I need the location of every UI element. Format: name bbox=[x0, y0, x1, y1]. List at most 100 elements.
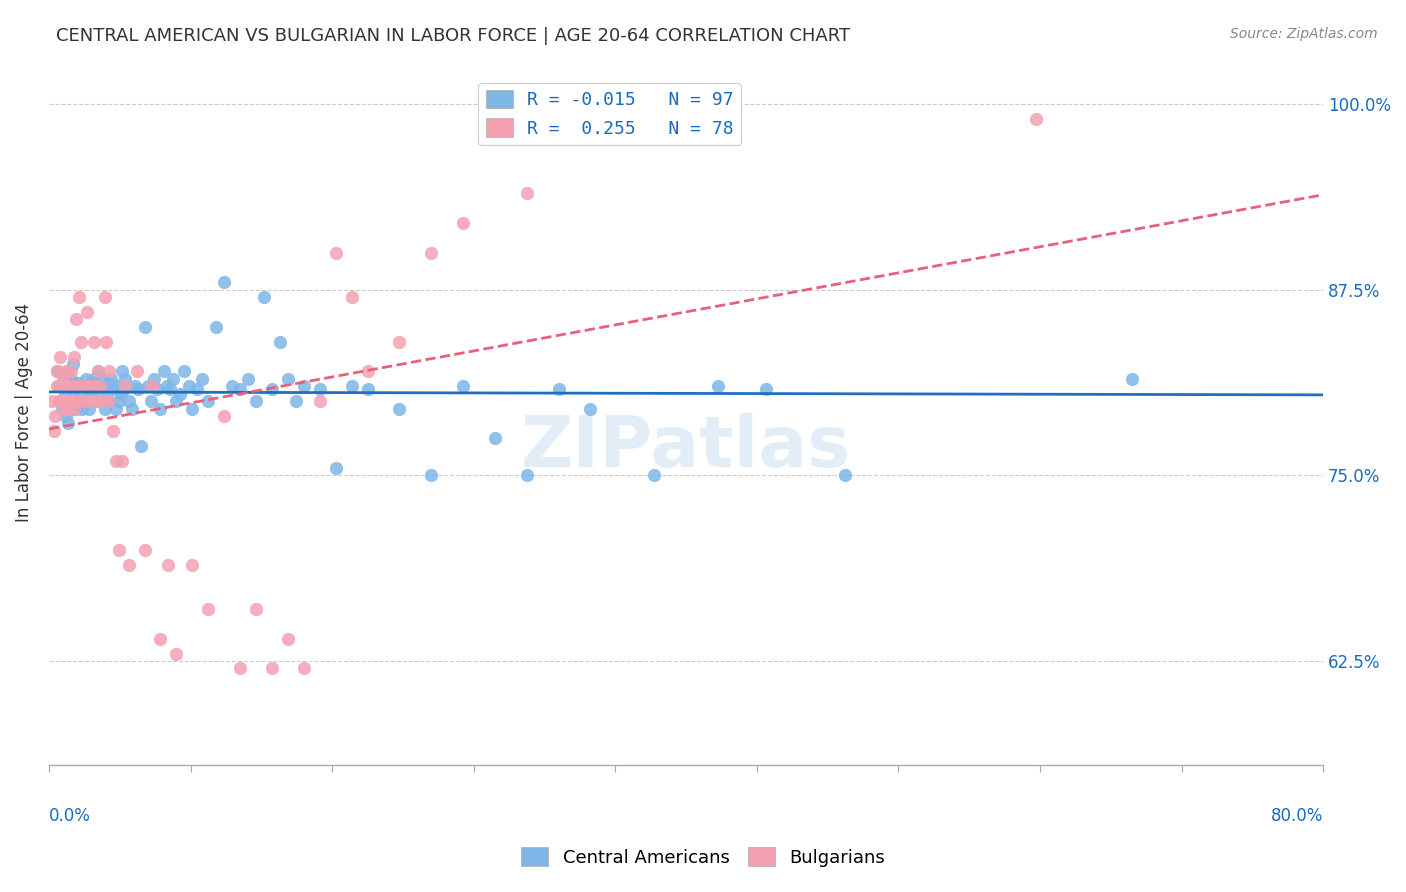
Point bbox=[42, 424, 65, 438]
Point bbox=[451, 216, 474, 230]
Point bbox=[245, 602, 267, 616]
Point bbox=[59, 379, 82, 393]
Point bbox=[212, 276, 235, 290]
Point bbox=[117, 394, 139, 409]
Point bbox=[114, 372, 136, 386]
Y-axis label: In Labor Force | Age 20-64: In Labor Force | Age 20-64 bbox=[15, 302, 32, 522]
Point bbox=[59, 394, 82, 409]
Point bbox=[245, 394, 267, 409]
Point bbox=[60, 372, 83, 386]
Point bbox=[63, 382, 86, 396]
Point bbox=[75, 379, 97, 393]
Point bbox=[143, 372, 166, 386]
Point bbox=[80, 376, 103, 391]
Point bbox=[420, 245, 443, 260]
Point bbox=[76, 305, 98, 319]
Point bbox=[62, 357, 84, 371]
Point bbox=[340, 290, 363, 304]
Point bbox=[100, 372, 122, 386]
Point bbox=[139, 394, 162, 409]
Point bbox=[108, 542, 131, 557]
Point bbox=[149, 401, 172, 416]
Point bbox=[59, 379, 82, 393]
Point bbox=[62, 379, 84, 393]
Point bbox=[97, 376, 120, 391]
Point bbox=[181, 401, 204, 416]
Point bbox=[388, 334, 411, 349]
Point bbox=[197, 394, 219, 409]
Point bbox=[52, 394, 75, 409]
Point bbox=[277, 632, 299, 646]
Point bbox=[55, 409, 77, 423]
Point bbox=[579, 401, 602, 416]
Point bbox=[107, 379, 129, 393]
Point bbox=[420, 468, 443, 483]
Point bbox=[131, 439, 153, 453]
Point bbox=[136, 379, 159, 393]
Point bbox=[93, 290, 115, 304]
Text: 0.0%: 0.0% bbox=[49, 806, 91, 824]
Point bbox=[51, 394, 73, 409]
Point bbox=[53, 401, 76, 416]
Point bbox=[516, 468, 538, 483]
Point bbox=[159, 382, 181, 396]
Point bbox=[83, 382, 105, 396]
Point bbox=[117, 558, 139, 572]
Point bbox=[643, 468, 665, 483]
Point bbox=[49, 379, 72, 393]
Point bbox=[356, 364, 378, 378]
Point bbox=[134, 542, 156, 557]
Point bbox=[97, 394, 120, 409]
Point bbox=[65, 401, 87, 416]
Point bbox=[72, 401, 94, 416]
Point bbox=[89, 379, 111, 393]
Point bbox=[292, 661, 315, 675]
Point bbox=[141, 379, 163, 393]
Point bbox=[63, 401, 86, 416]
Point bbox=[121, 401, 143, 416]
Point bbox=[56, 401, 79, 416]
Point bbox=[124, 379, 146, 393]
Legend: Central Americans, Bulgarians: Central Americans, Bulgarians bbox=[515, 840, 891, 874]
Point bbox=[87, 364, 110, 378]
Point bbox=[112, 382, 135, 396]
Point bbox=[325, 245, 347, 260]
Point bbox=[72, 379, 94, 393]
Point bbox=[110, 386, 132, 401]
Point bbox=[91, 394, 114, 409]
Point bbox=[134, 319, 156, 334]
Point bbox=[77, 401, 100, 416]
Text: Source: ZipAtlas.com: Source: ZipAtlas.com bbox=[1230, 27, 1378, 41]
Point bbox=[79, 394, 101, 409]
Point bbox=[62, 394, 84, 409]
Point bbox=[229, 382, 252, 396]
Point bbox=[67, 394, 90, 409]
Point bbox=[77, 394, 100, 409]
Point bbox=[308, 394, 330, 409]
Point bbox=[79, 379, 101, 393]
Point bbox=[451, 379, 474, 393]
Point bbox=[96, 334, 118, 349]
Point bbox=[67, 290, 90, 304]
Point bbox=[834, 468, 856, 483]
Point bbox=[1121, 372, 1143, 386]
Point bbox=[84, 379, 107, 393]
Point bbox=[55, 364, 77, 378]
Point bbox=[55, 394, 77, 409]
Point bbox=[205, 319, 228, 334]
Point bbox=[221, 379, 243, 393]
Point bbox=[73, 379, 96, 393]
Point bbox=[340, 379, 363, 393]
Point bbox=[62, 394, 84, 409]
Point bbox=[90, 394, 112, 409]
Point bbox=[56, 417, 79, 431]
Point bbox=[98, 394, 121, 409]
Point bbox=[157, 558, 180, 572]
Point bbox=[212, 409, 235, 423]
Point bbox=[260, 661, 283, 675]
Point bbox=[90, 372, 112, 386]
Point bbox=[162, 372, 184, 386]
Point bbox=[69, 386, 91, 401]
Point bbox=[146, 382, 169, 396]
Point bbox=[45, 379, 67, 393]
